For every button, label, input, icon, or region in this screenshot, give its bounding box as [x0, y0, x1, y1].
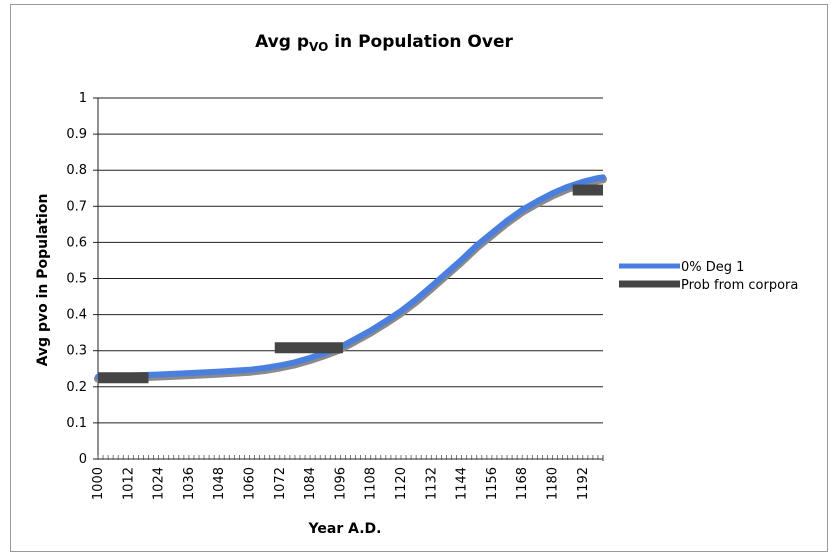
chart-title: Avg pVO in Population Over — [255, 32, 513, 54]
x-tick-label: 1024 — [152, 467, 167, 500]
y-tick-labels: 0 0.1 0.2 0.3 0.4 0.5 0.6 0.7 0.8 0.9 1 — [66, 91, 87, 467]
y-tick-label: 0.1 — [66, 416, 87, 431]
y-axis-title: Avg pvo in Population — [35, 194, 51, 367]
y-tick-label: 0.3 — [66, 344, 87, 359]
y-tick-label: 0.4 — [66, 308, 87, 323]
x-tick-label: 1168 — [515, 467, 530, 500]
x-tick-label: 1156 — [485, 467, 500, 500]
y-tick-label: 0 — [79, 452, 87, 467]
legend: 0% Deg 1 Prob from corpora — [619, 260, 798, 293]
gridlines — [98, 97, 603, 424]
legend-label: Prob from corpora — [681, 278, 798, 293]
x-tick-label: 1192 — [576, 467, 591, 500]
x-tick-label: 1096 — [333, 467, 348, 500]
x-tick-labels: 1000 1012 1024 1036 1048 1060 1072 1084 1096 1108… — [91, 467, 591, 500]
y-tick-label: 0.7 — [66, 199, 87, 214]
x-tick-label: 1180 — [546, 467, 561, 500]
y-tick-label: 0.8 — [66, 163, 87, 178]
axes — [93, 97, 604, 461]
series-layer — [94, 174, 607, 384]
x-tick-label: 1060 — [243, 467, 258, 500]
y-tick-label: 0.9 — [66, 127, 87, 142]
x-tick-label: 1072 — [273, 467, 288, 500]
x-tick-label: 1012 — [121, 467, 136, 500]
x-axis-title: Year A.D. — [308, 521, 382, 537]
y-tick-label: 0.6 — [66, 235, 87, 250]
x-tick-label: 1084 — [303, 467, 318, 500]
series-line-deg1 — [95, 174, 606, 380]
y-tick-label: 0.2 — [66, 380, 87, 395]
x-tick-label: 1132 — [424, 467, 439, 500]
y-tick-label: 1 — [79, 91, 87, 106]
x-tick-label: 1108 — [364, 467, 379, 500]
x-tick-label: 1120 — [394, 467, 409, 500]
x-tick-label: 1000 — [91, 467, 106, 500]
x-tick-label: 1048 — [212, 467, 227, 500]
legend-label: 0% Deg 1 — [681, 260, 744, 275]
x-tick-label: 1144 — [455, 467, 470, 500]
x-tick-label: 1036 — [182, 467, 197, 500]
y-tick-label: 0.5 — [66, 272, 87, 287]
